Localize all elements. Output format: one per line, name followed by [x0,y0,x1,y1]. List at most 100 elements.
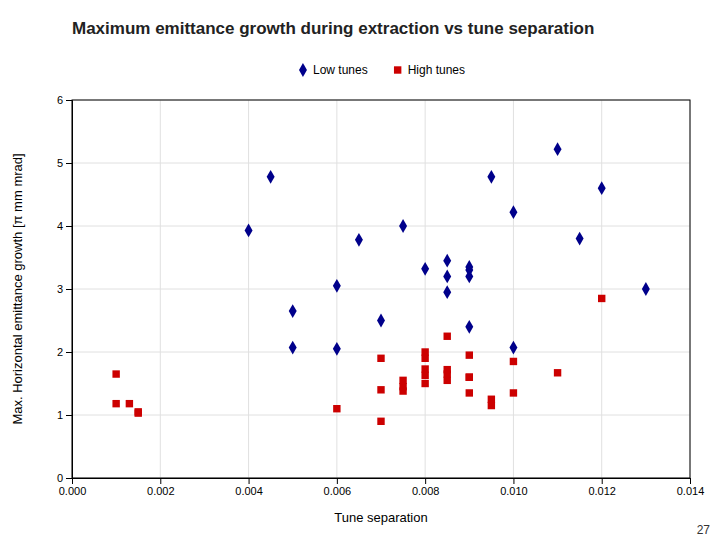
point [444,333,451,340]
tick-label: 0.000 [59,485,87,497]
tick: 2 [57,346,72,358]
tick-label: 0.002 [147,485,175,497]
point [333,342,341,356]
point [399,219,407,233]
point [126,400,133,407]
point [487,170,495,184]
point [267,170,275,184]
legend-label: High tunes [408,63,465,77]
point [421,380,428,387]
point [576,232,584,246]
point [510,389,517,396]
point [399,377,406,384]
tick-mark [690,478,691,484]
point [509,341,517,355]
tick-mark [249,478,250,484]
x-axis-title: Tune separation [334,510,427,525]
point [443,269,451,283]
point [399,387,406,394]
tick-label: 0.008 [412,485,440,497]
point [421,262,429,276]
x-axis: 0.000 0.002 0.004 0.006 0.008 0.010 0.012 0.014 [59,478,705,497]
point [135,409,142,416]
tick: 0.004 [235,478,263,497]
point [466,373,473,380]
title: Maximum emittance growth during extracti… [72,19,594,38]
point [598,181,606,195]
tick-mark [66,100,72,101]
tick-mark [66,478,72,479]
point [554,142,562,156]
chart: Maximum emittance growth during extracti… [0,0,720,540]
point [245,224,253,238]
tick: 4 [57,220,72,232]
grid-line [72,352,690,353]
tick-mark [425,478,426,484]
legend-symbol [394,66,401,73]
point [488,396,495,403]
point [554,369,561,376]
tick-mark [66,289,72,290]
tick-label: 6 [57,94,63,106]
tick-mark [66,163,72,164]
marks [112,142,649,425]
point [355,233,363,247]
point [598,295,605,302]
point [466,389,473,396]
point [466,373,473,380]
tick-label: 0.012 [588,485,616,497]
point [466,351,473,358]
point [465,269,473,283]
annotation: 27 [697,523,711,537]
tick: 0.002 [147,478,175,497]
series [112,295,605,425]
point [377,386,384,393]
point [333,279,341,293]
tick-mark [602,478,603,484]
series [245,142,650,356]
tick-mark [160,478,161,484]
y-axis: 0 1 2 3 4 5 6 [57,94,73,484]
tick: 1 [57,409,72,421]
point [377,418,384,425]
tick-mark [66,352,72,353]
axis-line [73,479,691,485]
legend-item: Low tunes [299,63,368,77]
tick-mark [66,226,72,227]
legend-item: High tunes [394,63,465,77]
grid [72,100,690,478]
tick-label: 4 [57,220,63,232]
tick: 0.012 [588,478,616,497]
tick-label: 1 [57,409,63,421]
tick-label: 0 [57,472,63,484]
tick-label: 2 [57,346,63,358]
tick-mark [513,478,514,484]
tick: 6 [57,94,72,106]
point [510,358,517,365]
point [289,304,297,318]
tick-label: 3 [57,283,63,295]
point [333,405,340,412]
tick-label: 5 [57,157,63,169]
tick-label: 0.010 [500,485,528,497]
grid-line [72,163,690,164]
point [642,282,650,296]
grid-line [72,226,690,227]
tick: 0.008 [412,478,440,497]
tick-label: 0.014 [677,485,705,497]
point [377,314,385,328]
tick: 0 [57,472,72,484]
point [421,365,428,372]
tick: 5 [57,157,72,169]
tick-mark [66,415,72,416]
plot-area: 0.000 0.002 0.004 0.006 0.008 0.010 0.012 0.014… [57,94,704,497]
tick-mark [337,478,338,484]
legend-label: Low tunes [313,63,368,77]
y-axis-title: Max. Horizontal emittance growth [π mm m… [10,153,25,424]
grid-line [72,415,690,416]
tick-label: 0.006 [324,485,352,497]
point [289,341,297,355]
point [443,254,451,268]
point [112,400,119,407]
point [421,348,428,355]
